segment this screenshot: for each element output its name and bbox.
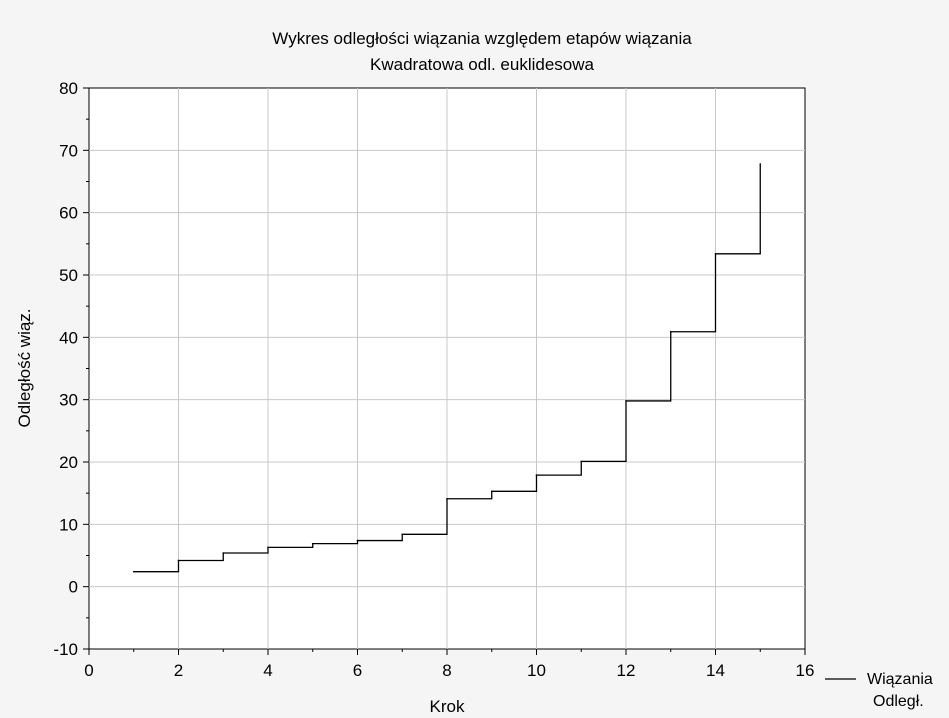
series-data-point	[356, 539, 359, 542]
y-tick-label: 10	[59, 515, 78, 534]
data-series	[132, 163, 762, 573]
x-tick-label: 0	[84, 661, 93, 680]
y-tick-marks	[83, 87, 89, 650]
y-tick-label: 30	[59, 391, 78, 410]
x-tick-label: 6	[353, 661, 362, 680]
x-tick-label: 10	[527, 661, 546, 680]
y-tick-label: 40	[59, 328, 78, 347]
series-data-point	[311, 542, 314, 545]
x-tick-labels: 0 2 4 6 8 10 12 14 16	[84, 661, 814, 680]
y-tick-label: 50	[59, 266, 78, 285]
series-data-point	[535, 474, 538, 476]
series-data-point	[490, 490, 493, 493]
x-tick-label: 8	[442, 661, 451, 680]
series-data-point	[714, 253, 717, 255]
legend-label-line-2: Odległ.	[873, 693, 924, 710]
y-tick-label: 80	[59, 79, 78, 98]
x-axis-label: Krok	[430, 697, 465, 716]
x-tick-label: 14	[706, 661, 725, 680]
series-data-point	[132, 570, 135, 573]
y-tick-label: 20	[59, 453, 78, 472]
series-data-point	[446, 497, 448, 500]
y-tick-labels: -10 0 10 20 30 40 50 60 70 80	[53, 79, 78, 659]
legend-label-line-1: Wiązania	[867, 671, 933, 688]
series-data-point	[759, 163, 762, 165]
x-tick-label: 2	[174, 661, 183, 680]
series-data-point	[177, 559, 180, 562]
y-tick-label: 60	[59, 204, 78, 223]
x-tick-marks	[88, 649, 806, 655]
chart-title: Wykres odległości wiązania względem etap…	[272, 29, 692, 48]
series-data-point	[669, 330, 672, 333]
y-axis-label: Odległość wiąz.	[15, 308, 34, 427]
series-data-point	[267, 546, 269, 549]
chart-subtitle: Kwadratowa odl. euklidesowa	[370, 55, 595, 74]
x-tick-label: 4	[263, 661, 272, 680]
y-tick-label: 0	[69, 578, 78, 597]
series-data-point	[625, 400, 627, 402]
series-data-point	[401, 533, 404, 536]
series-data-point	[222, 552, 225, 554]
x-tick-label: 12	[617, 661, 636, 680]
y-tick-label: 70	[59, 141, 78, 160]
x-tick-label: 16	[796, 661, 815, 680]
y-tick-label: -10	[53, 640, 78, 659]
legend: Wiązania Odległ.	[825, 671, 933, 710]
series-data-point	[580, 460, 583, 463]
